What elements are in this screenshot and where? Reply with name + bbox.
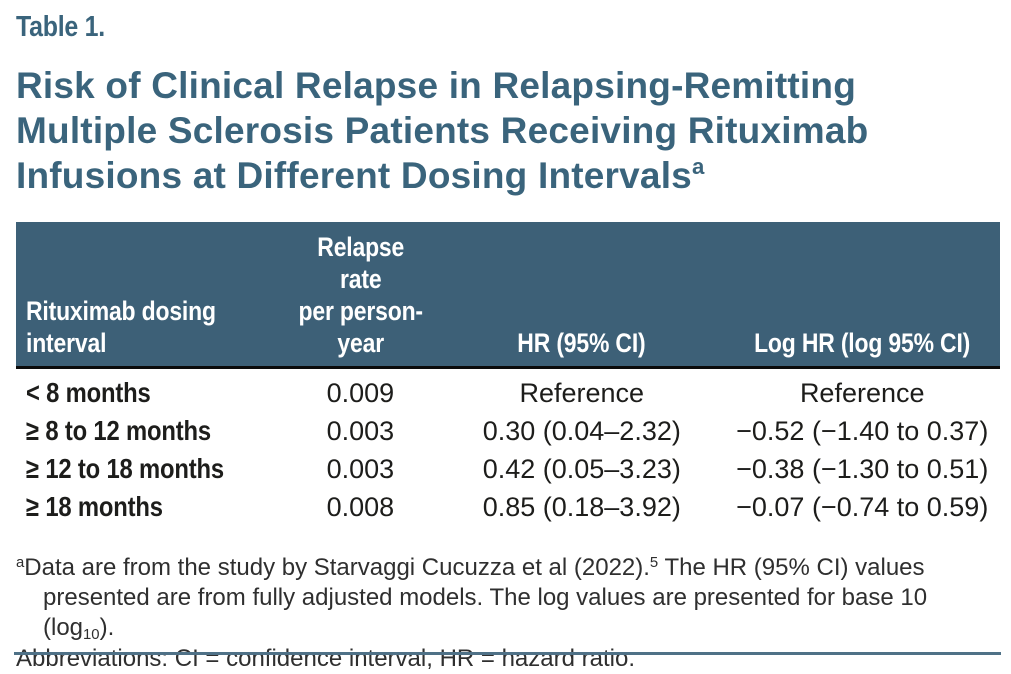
title-line-1: Risk of Clinical Relapse in Relapsing-Re… — [16, 65, 857, 106]
header-log-hr-text: Log HR (log 95% CI) — [754, 328, 971, 358]
header-dosing-line-1: Rituximab dosing — [26, 296, 216, 326]
cell-hr: 0.42 (0.05–3.23) — [482, 453, 681, 484]
header-relapse-line-1: Relapse rate — [316, 232, 404, 294]
title-line-3: Infusions at Different Dosing Intervalsa — [16, 153, 1000, 198]
footnote-reference-number: 5 — [649, 555, 659, 571]
header-relapse-line-2: per person-year — [298, 296, 423, 358]
table-title: Risk of Clinical Relapse in Relapsing-Re… — [16, 63, 1000, 198]
title-line-2: Multiple Sclerosis Patients Receiving Ri… — [16, 110, 869, 151]
cell-hr: 0.85 (0.18–3.92) — [482, 491, 681, 522]
cell-relapse-rate: 0.008 — [326, 491, 395, 522]
column-header-log-hr: Log HR (log 95% CI) — [724, 222, 1000, 369]
cell-interval: ≥ 8 to 12 months — [26, 415, 211, 446]
table-row: < 8 months 0.009 Reference Reference — [16, 368, 1000, 413]
table-row: ≥ 18 months 0.008 0.85 (0.18–3.92) −0.07… — [16, 488, 1000, 526]
cell-log-hr: Reference — [799, 377, 925, 408]
cell-relapse-rate: 0.009 — [326, 377, 395, 408]
column-header-dosing-interval: Rituximab dosing interval — [16, 222, 282, 369]
footnote-study-part3: ). — [99, 614, 115, 641]
cell-log-hr: −0.07 (−0.74 to 0.59) — [736, 491, 989, 522]
footnote-study: aData are from the study by Starvaggi Cu… — [16, 553, 953, 643]
cell-interval: < 8 months — [26, 377, 151, 408]
cell-log-hr: −0.38 (−1.30 to 0.51) — [736, 453, 989, 484]
cell-hr: Reference — [519, 377, 645, 408]
header-row: Rituximab dosing interval Relapse rate p… — [16, 222, 1000, 369]
cell-relapse-rate: 0.003 — [326, 453, 395, 484]
table-header: Rituximab dosing interval Relapse rate p… — [16, 222, 1000, 369]
header-hr-text: HR (95% CI) — [517, 328, 646, 358]
cell-hr: 0.30 (0.04–2.32) — [482, 415, 681, 446]
header-dosing-line-2: interval — [26, 328, 107, 358]
table-number-label: Table 1. — [16, 11, 105, 43]
cell-interval: ≥ 12 to 18 months — [26, 453, 224, 484]
footnote-abbreviations: Abbreviations: CI = confidence interval,… — [16, 645, 635, 672]
column-header-relapse-rate: Relapse rate per person-year — [281, 222, 440, 369]
column-header-hr: HR (95% CI) — [439, 222, 725, 369]
footnote-log-base: 10 — [83, 627, 100, 643]
footnote-marker: a — [16, 555, 25, 571]
title-line-3-text: Infusions at Different Dosing Intervals — [16, 155, 692, 196]
cell-relapse-rate: 0.003 — [326, 415, 395, 446]
title-footnote-marker: a — [691, 154, 705, 179]
table-body: < 8 months 0.009 Reference Reference ≥ 8… — [16, 368, 1000, 527]
cell-interval: ≥ 18 months — [26, 491, 163, 522]
cell-log-hr: −0.52 (−1.40 to 0.37) — [736, 415, 989, 446]
table-row: ≥ 12 to 18 months 0.003 0.42 (0.05–3.23)… — [16, 450, 1000, 488]
table-row: ≥ 8 to 12 months 0.003 0.30 (0.04–2.32) … — [16, 412, 1000, 450]
footnote-study-part2: The HR (95% CI) values presented are fro… — [43, 554, 928, 641]
footnotes-section: aData are from the study by Starvaggi Cu… — [16, 553, 1000, 674]
results-table: Rituximab dosing interval Relapse rate p… — [16, 222, 1000, 526]
bottom-divider — [14, 652, 1001, 655]
footnote-study-part1: Data are from the study by Starvaggi Cuc… — [24, 554, 650, 581]
